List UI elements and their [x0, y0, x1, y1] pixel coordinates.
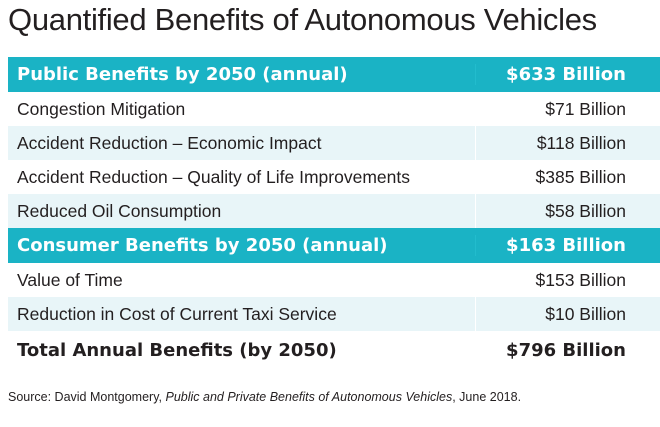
- row-label: Value of Time: [17, 269, 123, 290]
- source-work-title: Public and Private Benefits of Autonomou…: [165, 390, 453, 404]
- page-title: Quantified Benefits of Autonomous Vehicl…: [8, 2, 597, 37]
- benefits-table: Public Benefits by 2050 (annual) $633 Bi…: [8, 57, 660, 369]
- section-header-label: Consumer Benefits by 2050 (annual): [17, 235, 388, 256]
- row-label: Congestion Mitigation: [17, 98, 186, 119]
- source-prefix: Source: David Montgomery,: [8, 390, 166, 404]
- section-header-value: $163 Billion: [475, 235, 660, 256]
- row-value: $153 Billion: [535, 269, 626, 290]
- table-row: Accident Reduction – Economic Impact $11…: [8, 126, 660, 160]
- row-label: Reduction in Cost of Current Taxi Servic…: [17, 303, 337, 324]
- row-value: $10 Billion: [475, 297, 660, 331]
- table-row: Reduction in Cost of Current Taxi Servic…: [8, 297, 660, 331]
- total-label: Total Annual Benefits (by 2050): [17, 339, 337, 361]
- total-row: Total Annual Benefits (by 2050) $796 Bil…: [8, 331, 660, 369]
- row-value: $385 Billion: [535, 166, 626, 187]
- table-row: Reduced Oil Consumption $58 Billion: [8, 194, 660, 228]
- section-header-public: Public Benefits by 2050 (annual) $633 Bi…: [8, 57, 660, 92]
- total-value: $796 Billion: [506, 339, 626, 361]
- row-label: Reduced Oil Consumption: [17, 200, 222, 221]
- source-suffix: , June 2018.: [452, 390, 522, 404]
- section-header-consumer: Consumer Benefits by 2050 (annual) $163 …: [8, 228, 660, 263]
- row-label: Accident Reduction – Economic Impact: [17, 132, 322, 153]
- row-value: $71 Billion: [545, 98, 626, 119]
- table-row: Accident Reduction – Quality of Life Imp…: [8, 160, 660, 194]
- source-citation: Source: David Montgomery, Public and Pri…: [8, 390, 521, 404]
- row-label: Accident Reduction – Quality of Life Imp…: [17, 166, 410, 187]
- table-row: Value of Time $153 Billion: [8, 263, 660, 297]
- table-row: Congestion Mitigation $71 Billion: [8, 92, 660, 126]
- row-value: $58 Billion: [475, 194, 660, 228]
- section-header-value: $633 Billion: [475, 64, 660, 85]
- section-header-label: Public Benefits by 2050 (annual): [17, 64, 348, 85]
- row-value: $118 Billion: [475, 126, 660, 160]
